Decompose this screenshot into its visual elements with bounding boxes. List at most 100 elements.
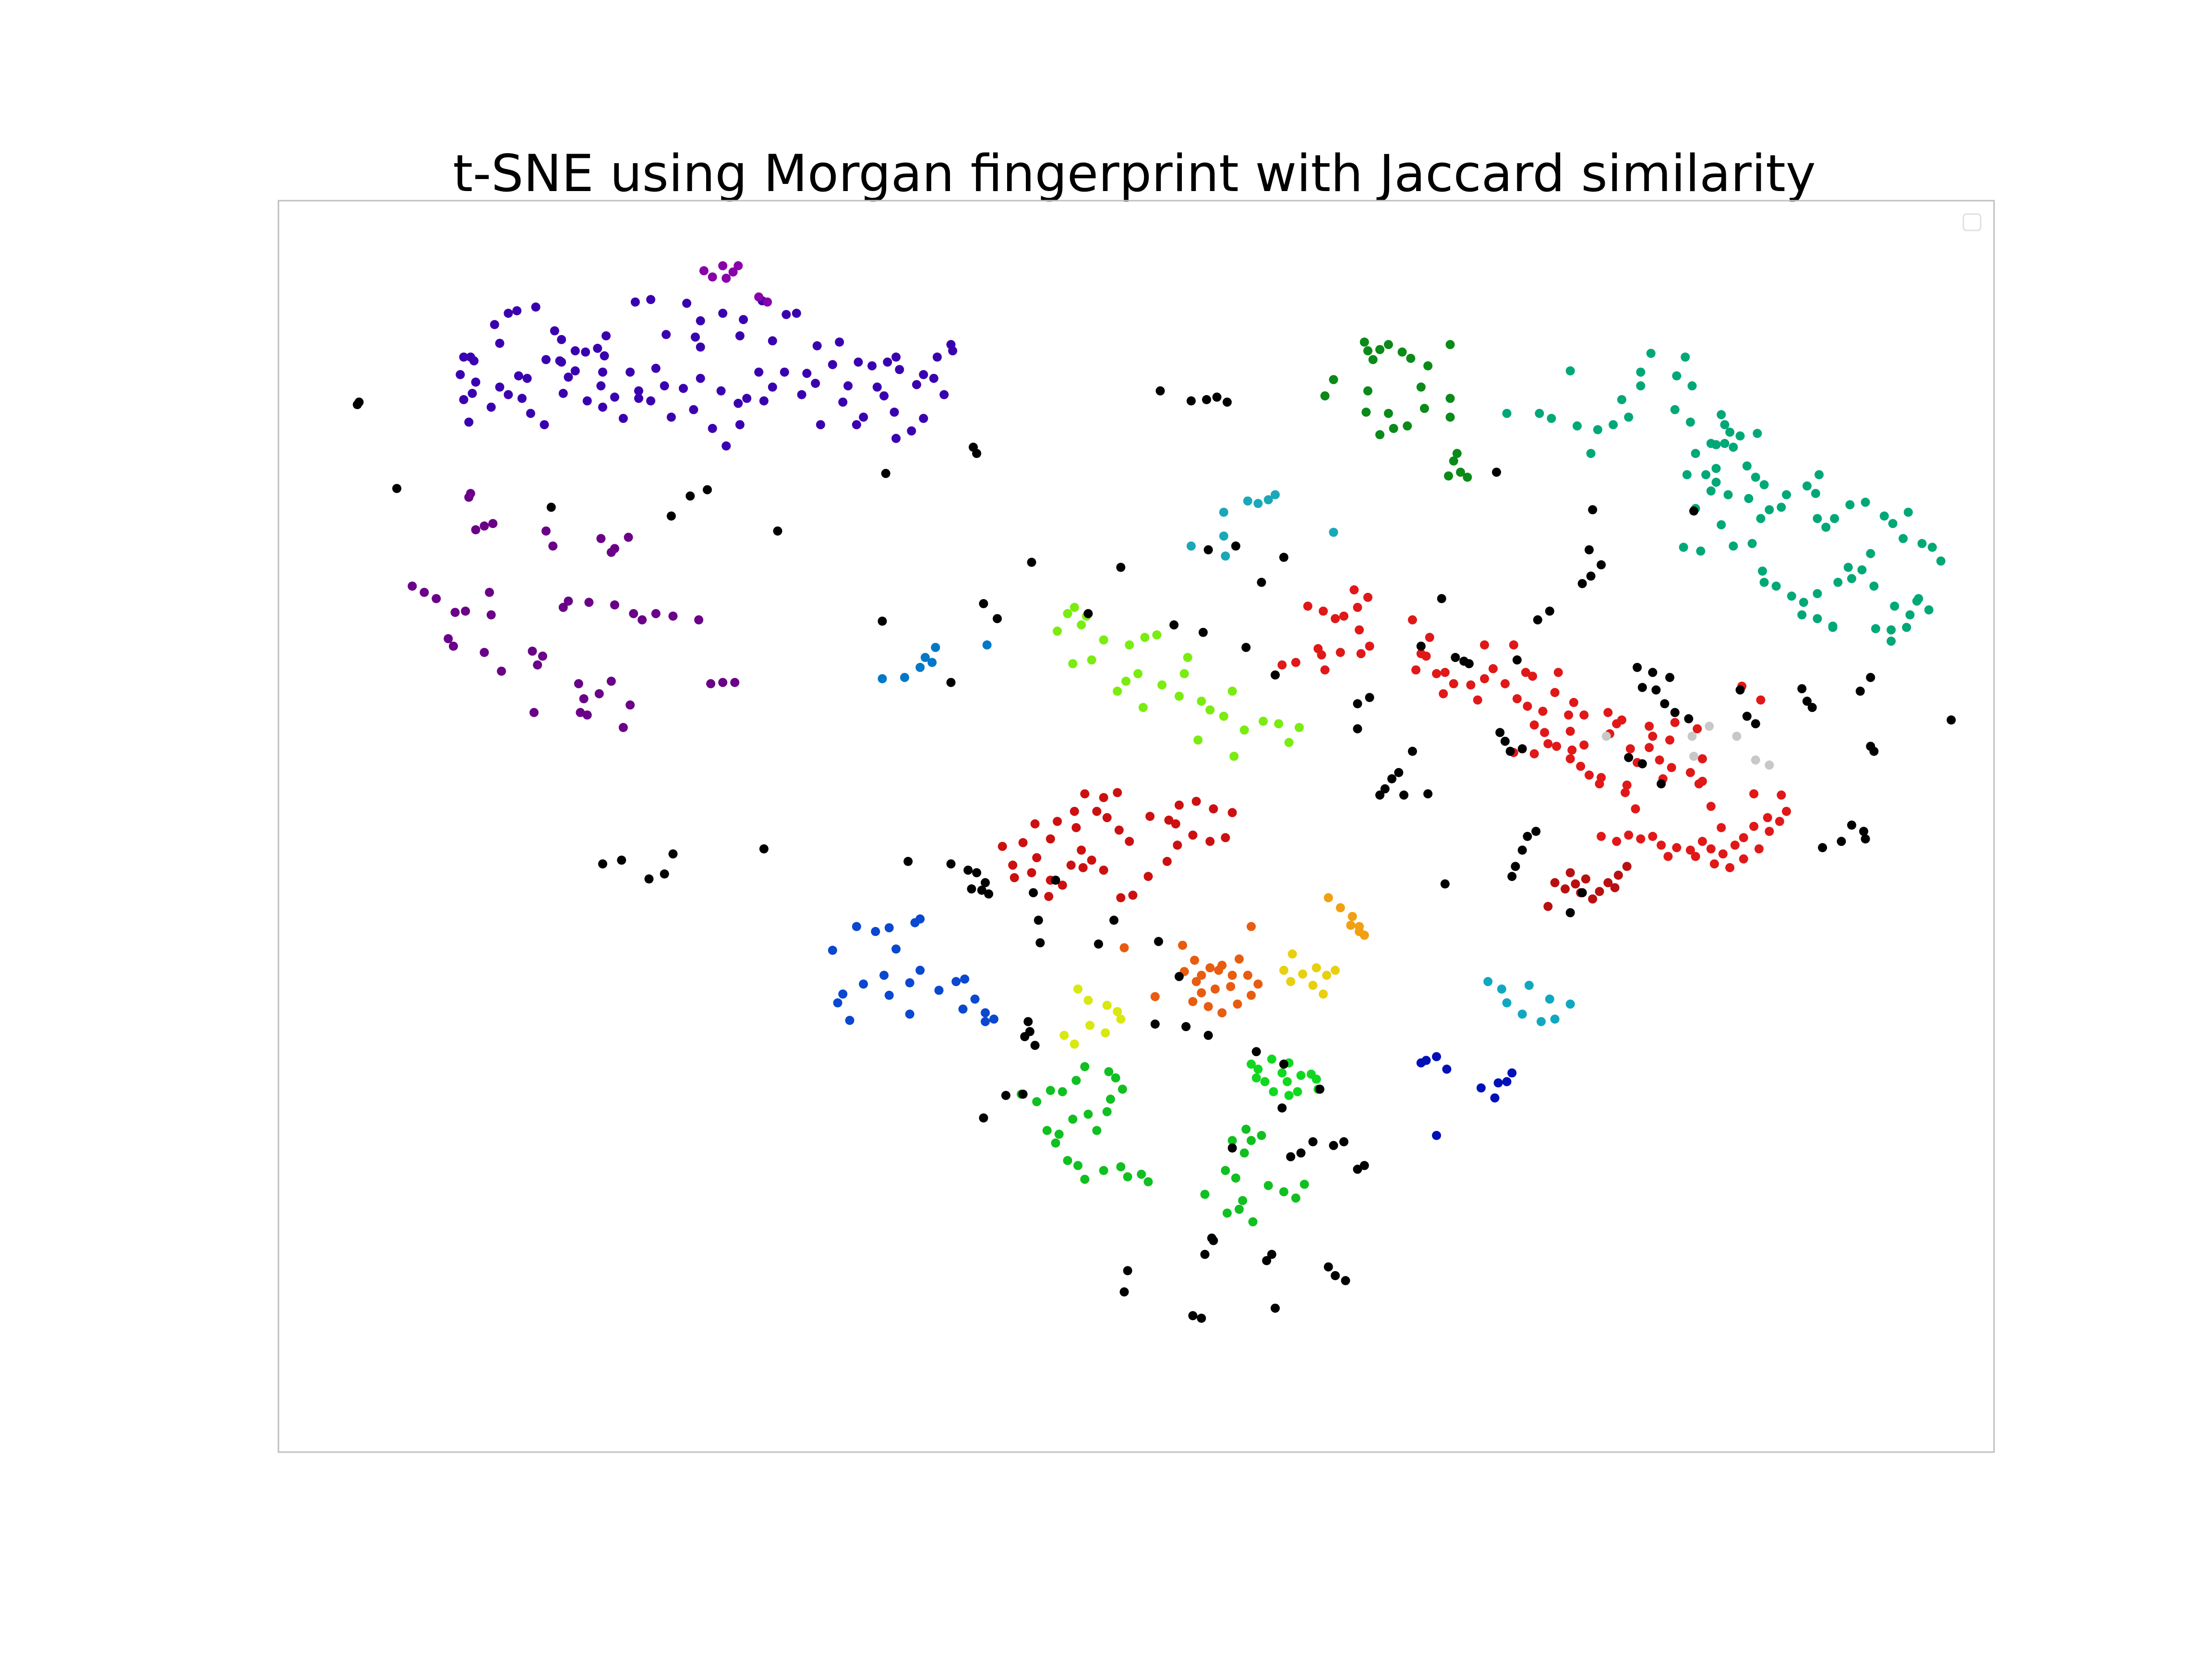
scatter-point bbox=[624, 532, 633, 542]
scatter-point bbox=[1577, 579, 1587, 589]
scatter-point bbox=[1274, 719, 1284, 729]
scatter-point bbox=[1027, 868, 1036, 878]
scatter-point bbox=[1533, 615, 1542, 625]
scatter-point bbox=[946, 678, 956, 687]
scatter-point bbox=[934, 986, 944, 995]
scatter-point bbox=[392, 484, 402, 493]
scatter-point bbox=[1070, 602, 1079, 612]
scatter-point bbox=[884, 990, 894, 1000]
scatter-point bbox=[449, 641, 458, 651]
scatter-point bbox=[504, 309, 513, 318]
scatter-point bbox=[1488, 664, 1498, 673]
scatter-point bbox=[1226, 982, 1236, 991]
scatter-point bbox=[1739, 854, 1748, 864]
scatter-point bbox=[1725, 427, 1735, 437]
scatter-point bbox=[1871, 624, 1880, 634]
scatter-point bbox=[1528, 672, 1538, 681]
scatter-point bbox=[1550, 878, 1560, 888]
scatter-point bbox=[1636, 834, 1646, 844]
scatter-point bbox=[1818, 843, 1827, 853]
scatter-point bbox=[797, 390, 806, 399]
scatter-point bbox=[1227, 1136, 1237, 1145]
scatter-point bbox=[1320, 665, 1330, 675]
scatter-point bbox=[495, 338, 505, 348]
scatter-point bbox=[1099, 793, 1108, 802]
scatter-point bbox=[1573, 421, 1582, 431]
scatter-point bbox=[466, 489, 475, 498]
scatter-point bbox=[582, 396, 592, 406]
scatter-point bbox=[531, 302, 541, 312]
scatter-point bbox=[610, 392, 619, 402]
scatter-point bbox=[540, 420, 549, 430]
scatter-point bbox=[1603, 878, 1613, 888]
scatter-point bbox=[1150, 992, 1160, 1001]
scatter-point bbox=[838, 397, 848, 407]
scatter-point bbox=[1729, 541, 1738, 551]
scatter-point bbox=[1113, 788, 1122, 797]
scatter-point bbox=[1355, 625, 1364, 635]
scatter-point bbox=[1612, 719, 1622, 729]
scatter-point bbox=[912, 380, 921, 389]
scatter-point bbox=[1123, 1266, 1132, 1275]
scatter-point bbox=[1531, 827, 1541, 836]
scatter-point bbox=[1597, 560, 1606, 570]
scatter-point bbox=[689, 405, 698, 414]
scatter-point bbox=[1670, 708, 1680, 717]
scatter-point bbox=[1502, 998, 1512, 1008]
scatter-point bbox=[977, 886, 986, 895]
scatter-point bbox=[878, 616, 887, 626]
scatter-point bbox=[718, 261, 728, 271]
scatter-point bbox=[1137, 1169, 1146, 1179]
scatter-point bbox=[1257, 577, 1266, 587]
scatter-point bbox=[646, 396, 656, 406]
scatter-point bbox=[1670, 718, 1680, 727]
scatter-point bbox=[759, 396, 769, 406]
scatter-point bbox=[1751, 719, 1760, 729]
scatter-point bbox=[593, 344, 602, 353]
scatter-point bbox=[1080, 1175, 1090, 1184]
scatter-point bbox=[1502, 409, 1512, 418]
scatter-point bbox=[651, 363, 661, 373]
scatter-point bbox=[1633, 662, 1642, 672]
scatter-point bbox=[1128, 890, 1138, 900]
scatter-series-0 bbox=[456, 295, 958, 451]
scatter-point bbox=[459, 352, 469, 362]
scatter-point bbox=[1198, 627, 1208, 637]
scatter-point bbox=[1063, 1156, 1072, 1166]
scatter-point bbox=[1517, 744, 1527, 754]
scatter-point bbox=[1749, 789, 1759, 799]
scatter-point bbox=[634, 386, 643, 396]
scatter-point bbox=[1879, 511, 1889, 521]
scatter-point bbox=[1610, 883, 1620, 892]
scatter-point bbox=[1311, 1074, 1321, 1084]
scatter-point bbox=[1157, 680, 1167, 690]
scatter-point bbox=[1319, 989, 1328, 999]
scatter-point bbox=[1497, 984, 1506, 994]
scatter-point bbox=[1104, 1067, 1114, 1076]
scatter-series-14 bbox=[1119, 922, 1263, 1018]
scatter-point bbox=[852, 420, 861, 430]
scatter-point bbox=[1540, 728, 1550, 737]
scatter-point bbox=[1051, 876, 1060, 885]
scatter-point bbox=[1027, 557, 1036, 567]
scatter-point bbox=[1657, 841, 1666, 850]
scatter-point bbox=[660, 381, 669, 391]
scatter-point bbox=[1227, 1143, 1237, 1153]
scatter-point bbox=[1685, 845, 1695, 855]
scatter-point bbox=[1625, 744, 1635, 754]
scatter-point bbox=[1754, 844, 1764, 854]
scatter-point bbox=[1444, 471, 1453, 481]
scatter-point bbox=[1375, 430, 1384, 439]
scatter-point bbox=[1080, 1062, 1090, 1071]
scatter-point bbox=[1262, 1256, 1272, 1265]
scatter-point bbox=[1837, 837, 1846, 846]
scatter-point bbox=[1322, 971, 1332, 980]
scatter-point bbox=[1222, 1208, 1232, 1218]
scatter-point bbox=[420, 588, 429, 597]
scatter-point bbox=[1476, 1083, 1486, 1093]
scatter-series-12 bbox=[1323, 893, 1369, 940]
scatter-point bbox=[1423, 361, 1433, 371]
scatter-point bbox=[1490, 1093, 1500, 1103]
scatter-point bbox=[1029, 888, 1038, 898]
scatter-point bbox=[1296, 1148, 1306, 1158]
